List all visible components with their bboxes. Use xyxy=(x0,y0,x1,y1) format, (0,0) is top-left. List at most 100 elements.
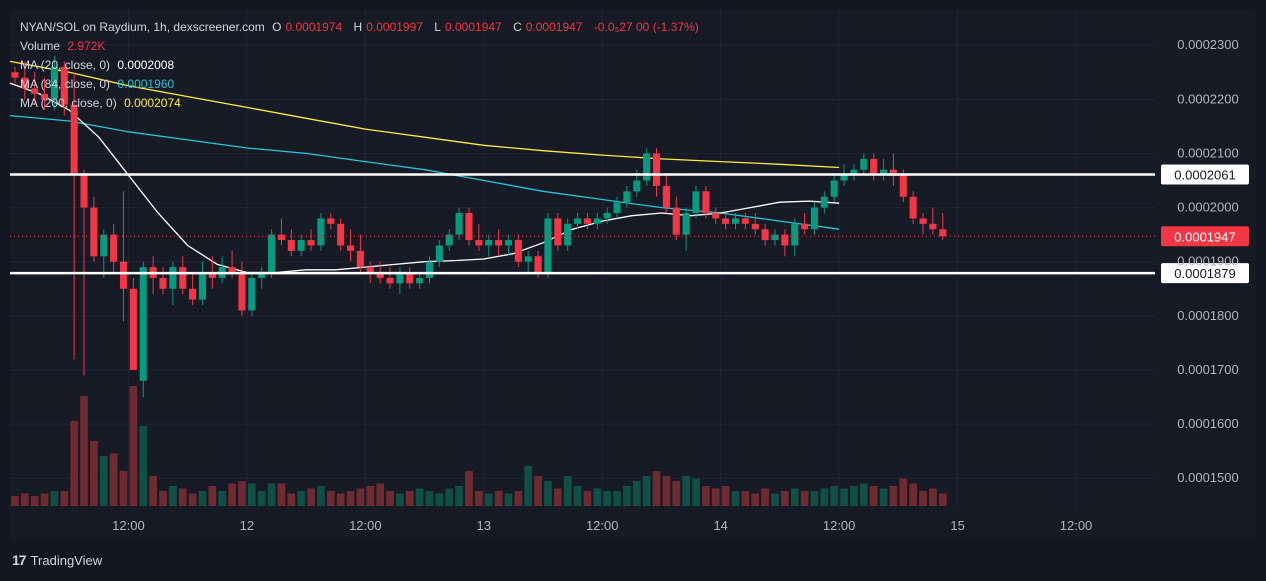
y-axis-tick-label: 0.0001600 xyxy=(1177,416,1238,431)
tradingview-logo-icon: 17 xyxy=(12,552,27,568)
candle-body xyxy=(396,272,404,284)
ma200-legend[interactable]: MA (200, close, 0) 0.0002074 xyxy=(20,94,185,112)
candle-body xyxy=(870,158,878,176)
volume-bar xyxy=(820,488,829,506)
last-price-badge xyxy=(1161,226,1249,247)
candle-body xyxy=(179,267,187,289)
ma20-legend[interactable]: MA (20, close, 0) 0.0002008 xyxy=(20,56,178,74)
x-axis-tick-label: 14 xyxy=(713,518,727,533)
volume-bar xyxy=(810,491,819,506)
volume-bar xyxy=(317,486,325,506)
volume-bar xyxy=(149,476,157,506)
ma20-line xyxy=(9,82,840,274)
volume-bar xyxy=(780,491,789,506)
candle-body xyxy=(406,272,414,284)
candle-body xyxy=(751,223,759,230)
volume-bar xyxy=(396,493,404,506)
volume-bar xyxy=(652,471,661,506)
volume-bar xyxy=(20,493,29,506)
candle-body xyxy=(583,218,591,224)
volume-bar xyxy=(929,488,937,506)
open-label: O xyxy=(272,20,282,34)
tradingview-brand[interactable]: 17 TradingView xyxy=(12,552,102,568)
candle-body xyxy=(692,191,700,213)
volume-bar xyxy=(70,421,79,506)
y-axis-tick-label: 0.0001800 xyxy=(1177,308,1238,323)
volume-bar xyxy=(326,491,335,506)
candle-body xyxy=(741,218,749,224)
volume-bar xyxy=(208,486,217,506)
candle-body xyxy=(208,272,216,278)
candle-body xyxy=(564,223,572,246)
candle-body xyxy=(623,191,631,203)
ma84-legend[interactable]: MA (84, close, 0) 0.0001960 xyxy=(20,75,178,93)
candle-body xyxy=(346,245,355,251)
volume-bar xyxy=(632,481,641,506)
candle-body xyxy=(40,93,49,100)
candle-body xyxy=(100,234,108,257)
candle-body xyxy=(386,277,394,284)
candle-body xyxy=(129,288,137,370)
volume-bar xyxy=(159,491,167,506)
y-axis-tick-label: 0.0002000 xyxy=(1177,200,1238,215)
x-axis-tick-label: 12:00 xyxy=(1060,518,1093,533)
candle-body xyxy=(909,196,917,219)
volume-bar xyxy=(139,426,148,506)
volume-bar xyxy=(800,491,809,506)
volume-bar xyxy=(188,493,197,506)
volume-bar xyxy=(672,481,681,506)
ma84-label: MA (84, close, 0) xyxy=(20,77,111,91)
candle-body xyxy=(830,180,838,197)
volume-bar xyxy=(415,488,424,506)
candle-body xyxy=(850,169,858,176)
candle-body xyxy=(238,272,246,311)
candle-body xyxy=(880,169,888,176)
volume-bar xyxy=(307,488,315,506)
y-axis-tick-label: 0.0002200 xyxy=(1177,91,1238,106)
ohlc-legend: NYAN/SOL on Raydium, 1h, dexscreener.com… xyxy=(20,18,703,36)
candle-body xyxy=(307,240,315,246)
volume-bar xyxy=(514,491,523,506)
candle-body xyxy=(435,245,443,262)
volume-bar xyxy=(830,486,839,506)
volume-bar xyxy=(346,491,355,506)
volume-bar xyxy=(99,456,108,506)
candle-body xyxy=(297,240,305,251)
volume-bar xyxy=(504,493,513,506)
volume-bar xyxy=(90,441,98,506)
volume-bar xyxy=(731,491,740,506)
volume-bar xyxy=(938,493,947,506)
candle-body xyxy=(860,158,868,170)
candle-body xyxy=(603,212,611,219)
open-value: 0.0001974 xyxy=(285,20,343,34)
candle-body xyxy=(899,175,907,197)
volume-bar xyxy=(909,483,918,506)
candle-body xyxy=(919,218,927,224)
volume-bar xyxy=(790,488,799,506)
candle-body xyxy=(840,175,848,181)
candle-body xyxy=(317,218,325,246)
volume-bar xyxy=(899,478,908,506)
candle-body xyxy=(593,218,601,224)
candle-body xyxy=(633,180,641,192)
candle-body xyxy=(198,272,207,300)
chart-pane[interactable] xyxy=(10,10,1256,540)
volume-bar xyxy=(721,486,730,506)
volume-legend[interactable]: Volume 2.972K xyxy=(20,37,109,55)
ma84-value: 0.0001960 xyxy=(117,77,175,91)
candle-body xyxy=(110,234,118,262)
volume-bar xyxy=(247,483,256,506)
volume-bar xyxy=(238,481,246,506)
volume-bar xyxy=(287,493,296,506)
volume-bar xyxy=(751,493,760,506)
x-axis-tick-label: 12:00 xyxy=(112,518,145,533)
candle-body xyxy=(672,207,680,235)
volume-bar xyxy=(702,486,710,506)
candle-body xyxy=(820,196,828,208)
candle-body xyxy=(80,175,88,208)
candle-body xyxy=(139,267,147,381)
candle-body xyxy=(524,256,532,262)
volume-bar xyxy=(583,491,592,506)
candle-body xyxy=(90,207,98,257)
